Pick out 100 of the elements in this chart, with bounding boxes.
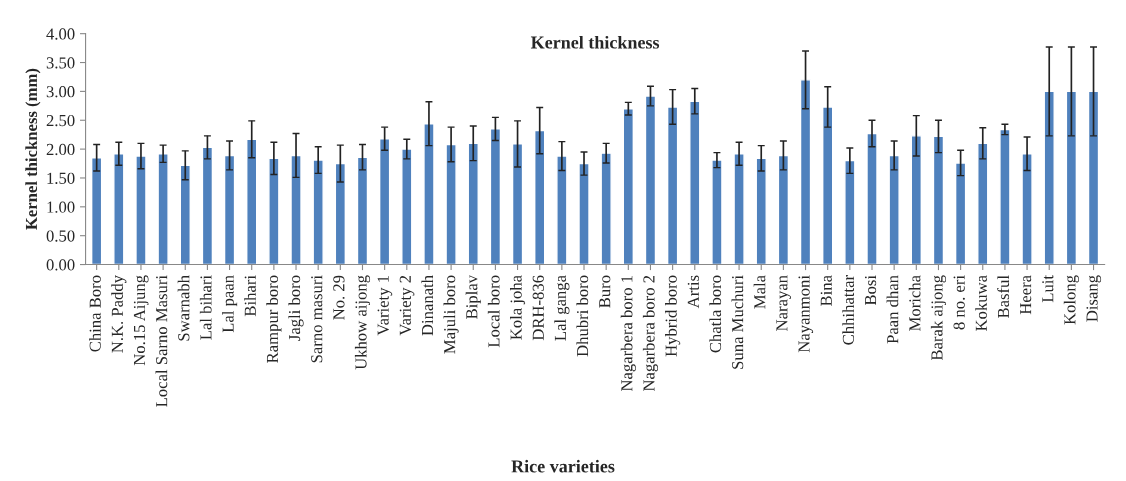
y-tick-label: 1.00	[47, 201, 75, 213]
bar	[622, 108, 634, 265]
x-tick-label: Biplav	[465, 274, 481, 319]
bar	[268, 157, 280, 265]
x-tick-label: Dinanath	[421, 275, 434, 336]
bar	[445, 143, 457, 265]
x-tick-label: Barak aijong	[930, 275, 947, 361]
bar	[157, 153, 169, 265]
bar	[954, 162, 967, 265]
x-tick-label: Swarnabh	[177, 275, 190, 341]
chart-title: Kernel thickness	[530, 35, 660, 49]
bar	[1087, 90, 1100, 265]
bar	[977, 142, 989, 265]
y-tick-label: 2.00	[46, 143, 75, 156]
bar	[1021, 153, 1033, 265]
bar	[755, 157, 767, 265]
bar	[489, 128, 502, 265]
x-tick-label: Paan dhan	[886, 275, 899, 344]
x-tick-label: Suna Muchuri	[731, 275, 744, 369]
x-tick-label: Kokuwa	[975, 275, 987, 331]
bar	[179, 164, 191, 265]
bar	[777, 154, 790, 265]
bar	[733, 153, 745, 265]
x-tick-label: Buro	[599, 275, 611, 308]
y-tick-label: 2.50	[46, 114, 75, 127]
x-tick-label: Local Sarno Masuri	[155, 275, 168, 407]
x-tick-label: Ukhow aijong	[354, 275, 371, 370]
x-tick-label: Moricha	[908, 275, 921, 331]
bar	[135, 155, 147, 265]
bar	[423, 123, 435, 265]
x-tick-label: No.15 Aijung	[133, 275, 149, 366]
y-tick-label: 0.00	[46, 259, 75, 271]
bar	[600, 152, 612, 265]
y-axis-title: Kernel thickness (mm)	[25, 68, 41, 230]
bar	[799, 79, 812, 265]
bar	[644, 95, 657, 265]
x-tick-label: Hybrid boro	[665, 275, 681, 357]
bar	[290, 154, 302, 265]
x-tick-label: Local boro	[487, 275, 500, 348]
bar	[844, 159, 856, 265]
x-tick-label: Kola joha	[510, 275, 526, 340]
bar	[223, 154, 236, 265]
x-tick-label: Bihari	[244, 275, 256, 317]
bar	[910, 135, 922, 265]
x-tick-label: Lal ganga	[554, 275, 570, 341]
x-tick-label: Disang	[1086, 275, 1102, 322]
bar	[932, 135, 945, 265]
y-tick-label: 4.00	[46, 28, 75, 40]
bar	[401, 148, 413, 265]
x-axis-title: Rice varieties	[511, 459, 615, 473]
x-tick-label: Basful	[997, 275, 1010, 318]
x-tick-label: Lal paan	[222, 275, 238, 333]
bar	[201, 146, 214, 265]
y-tick-label: 0.50	[46, 230, 75, 242]
bar	[467, 142, 479, 265]
y-tick-label: 3.00	[46, 86, 75, 98]
bar	[312, 159, 324, 265]
x-tick-label: Nagarbera boro 1	[620, 275, 636, 392]
bar	[534, 129, 546, 265]
x-tick-label: DRH-836	[532, 275, 544, 341]
x-tick-label: Majuli boro	[443, 275, 459, 354]
x-tick-label: Bina	[820, 275, 832, 306]
bar	[556, 155, 568, 265]
x-tick-label: N.K. Paddy	[111, 275, 127, 353]
bar	[689, 100, 701, 265]
y-tick-label: 3.50	[46, 57, 75, 69]
bar	[666, 106, 679, 265]
x-tick-label: Narayan	[776, 275, 791, 331]
bar	[356, 156, 369, 265]
x-tick-label: Heera	[1020, 275, 1032, 315]
bar	[578, 162, 590, 265]
x-tick-label: Mala	[753, 275, 766, 309]
x-tick-label: Bosi	[864, 275, 877, 306]
bar	[113, 153, 125, 265]
x-tick-label: Dhubri boro	[576, 275, 589, 357]
bar	[378, 138, 391, 265]
bar	[90, 157, 103, 265]
x-tick-label: Lal bihari	[199, 275, 212, 340]
bar	[888, 154, 900, 265]
x-tick-label: Sarno masuri	[311, 275, 323, 363]
x-tick-label: Artis	[687, 275, 699, 309]
x-tick-label: Chhihattar	[842, 275, 855, 345]
bar	[711, 159, 723, 265]
x-tick-label: Variety 2	[399, 275, 415, 336]
bar	[334, 162, 347, 265]
x-tick-label: No. 29	[333, 275, 345, 320]
bar	[511, 143, 524, 265]
bar	[999, 128, 1011, 265]
x-tick-label: Luit	[1042, 275, 1054, 303]
x-tick-label: Kolong	[1063, 275, 1079, 325]
x-tick-label: Nayanmoni	[798, 275, 814, 353]
bar	[1065, 90, 1078, 265]
bar	[246, 138, 258, 265]
bar	[1043, 90, 1055, 265]
bar	[866, 132, 878, 265]
x-tick-label: China Boro	[89, 275, 101, 352]
x-tick-label: Rampur boro	[266, 275, 282, 363]
bar	[822, 106, 834, 265]
x-tick-label: Variety 1	[377, 275, 393, 336]
x-tick-label: Chatla boro	[709, 275, 722, 353]
